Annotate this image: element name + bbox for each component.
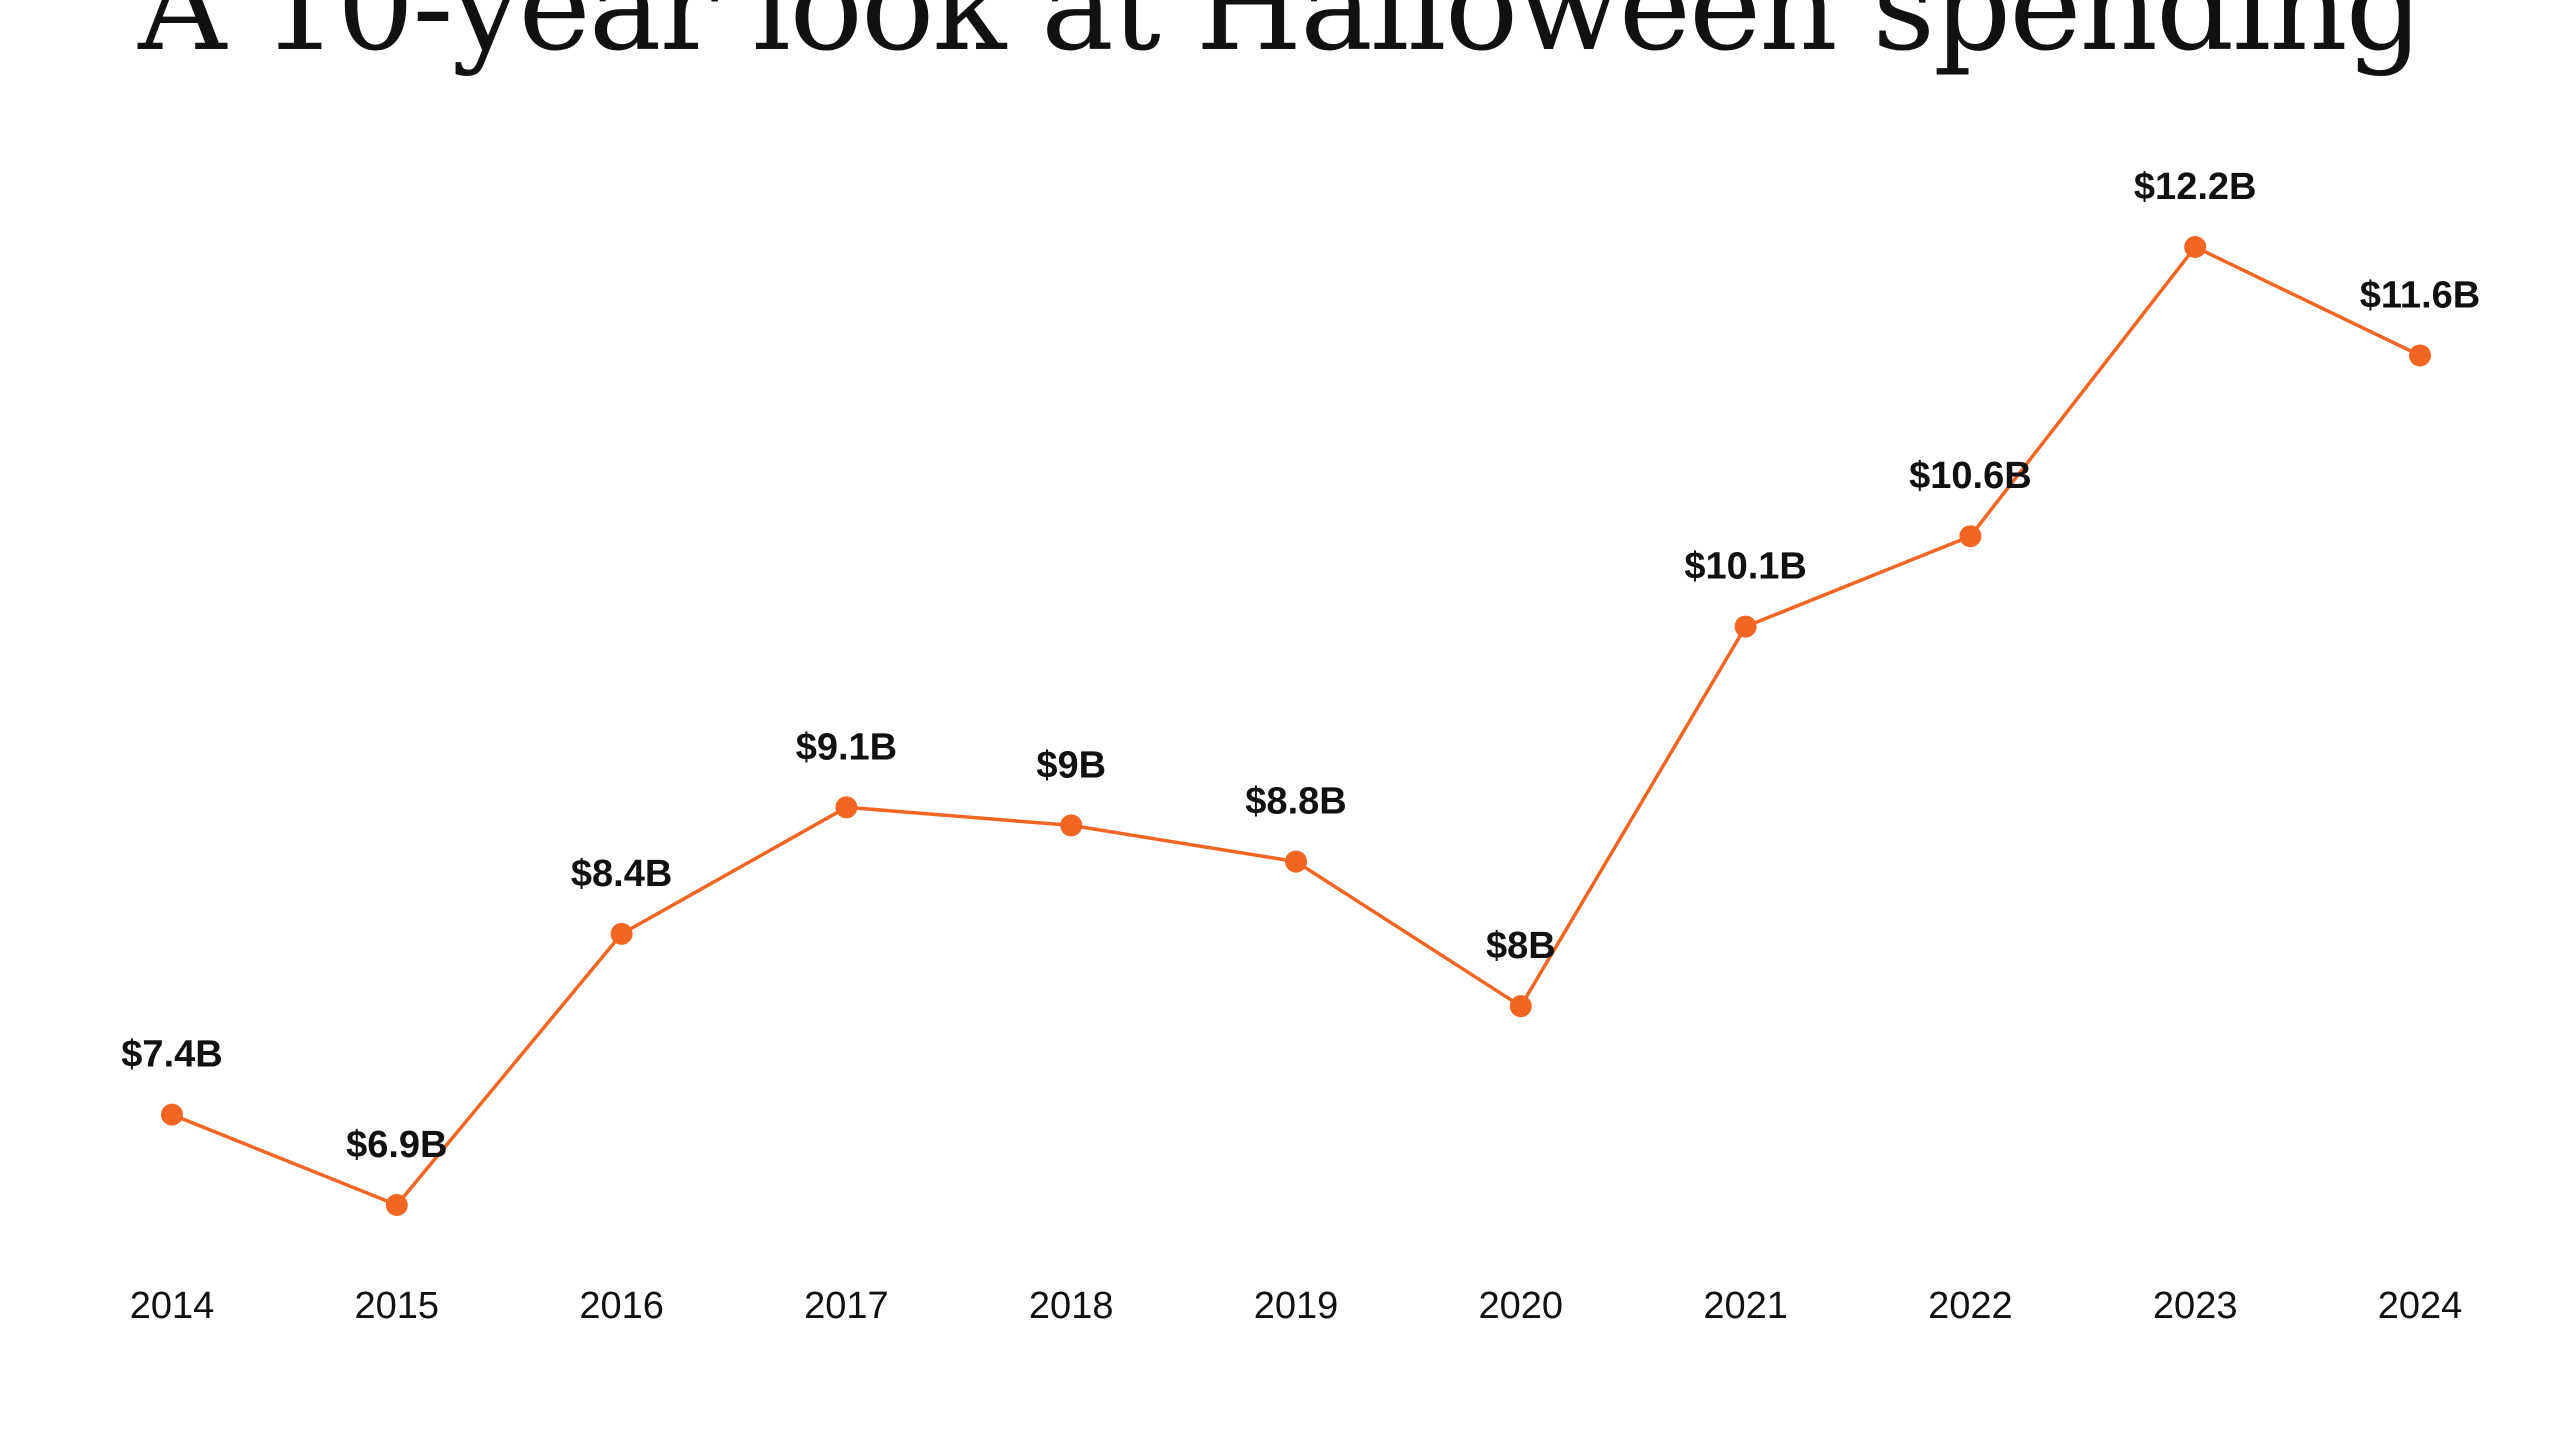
x-tick-label: 2022: [1928, 1285, 2013, 1327]
x-tick-label: 2020: [1479, 1285, 1564, 1327]
data-point: [2409, 344, 2431, 367]
data-point: [610, 922, 633, 945]
data-label: $8.4B: [571, 853, 672, 895]
data-label: $8B: [1486, 925, 1556, 967]
x-axis-tick-layer: 2014 2015 2016 2017 2018 2019 2020 2021 2022 2023…: [130, 1285, 2463, 1327]
data-label: $8.8B: [1245, 781, 1346, 823]
data-point: [1509, 995, 1532, 1018]
data-point: [835, 796, 858, 819]
data-point: [1060, 814, 1083, 837]
data-label: $9.1B: [796, 726, 897, 768]
series-line-layer: [171, 245, 2421, 1207]
data-point: [2184, 236, 2207, 258]
data-label: $7.4B: [121, 1034, 222, 1076]
x-tick-label: 2014: [130, 1285, 215, 1327]
x-tick-label: 2024: [2378, 1285, 2463, 1327]
data-point-layer: [161, 236, 2431, 1216]
data-label: $9B: [1036, 744, 1106, 786]
x-tick-label: 2018: [1029, 1285, 1114, 1327]
data-point: [1734, 615, 1757, 638]
chart-title: A 10-year look at Halloween spending: [138, 0, 2424, 78]
data-label: $12.2B: [2134, 166, 2257, 208]
data-point: [1285, 850, 1307, 873]
data-label-layer: $7.4B $6.9B $8.4B $9.1B $9B $8.8B $8B $10.1B $10…: [121, 166, 2480, 1166]
x-tick-label: 2019: [1254, 1285, 1339, 1327]
data-point: [385, 1194, 408, 1216]
series-line: [171, 245, 2421, 1207]
data-label: $6.9B: [346, 1124, 447, 1166]
data-point: [161, 1103, 183, 1126]
x-tick-label: 2016: [579, 1285, 664, 1327]
x-tick-label: 2015: [355, 1285, 440, 1327]
data-label: $10.6B: [1909, 455, 2032, 497]
data-label: $11.6B: [2360, 274, 2480, 316]
x-tick-label: 2023: [2153, 1285, 2238, 1327]
data-point: [1959, 525, 1982, 548]
x-tick-label: 2021: [1703, 1285, 1788, 1327]
x-tick-label: 2017: [804, 1285, 889, 1327]
data-label: $10.1B: [1684, 546, 1807, 588]
